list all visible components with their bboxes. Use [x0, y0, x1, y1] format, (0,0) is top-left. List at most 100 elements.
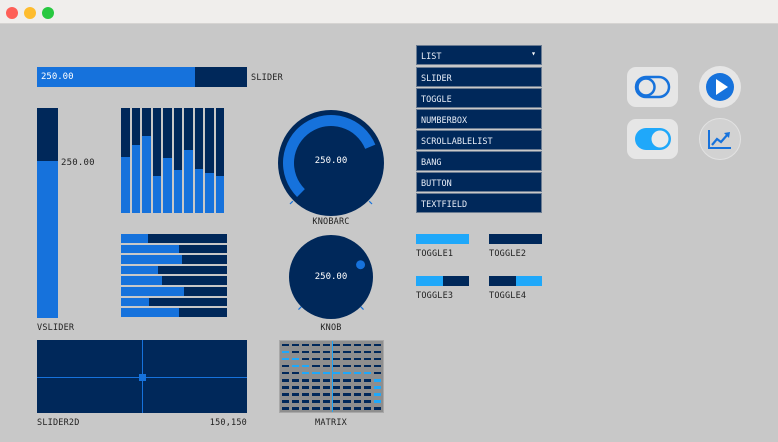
matrix-cell[interactable]: [343, 364, 351, 368]
matrix-cell[interactable]: [312, 364, 320, 368]
minimize-button[interactable]: [24, 7, 36, 19]
list-item[interactable]: SCROLLABLELIST: [416, 130, 542, 150]
matrix-cell[interactable]: [374, 343, 382, 346]
matrix-cell[interactable]: [363, 364, 372, 368]
matrix-cell[interactable]: [291, 343, 300, 346]
matrix-cell[interactable]: [291, 364, 300, 368]
multi-slider-row[interactable]: [121, 287, 227, 296]
play-button[interactable]: [699, 66, 741, 108]
matrix-cell[interactable]: [374, 350, 382, 354]
toggle-2[interactable]: [489, 234, 542, 244]
toggle-1[interactable]: [416, 234, 469, 244]
slider[interactable]: 250.00: [37, 67, 247, 87]
maximize-button[interactable]: [42, 7, 54, 19]
matrix-cell[interactable]: [302, 364, 310, 368]
toggle-3[interactable]: [416, 276, 469, 286]
matrix-cell[interactable]: [302, 386, 310, 389]
matrix-cell[interactable]: [353, 407, 361, 410]
list-item[interactable]: NUMBERBOX: [416, 109, 542, 129]
matrix-cell[interactable]: [291, 379, 300, 382]
matrix-cell[interactable]: [322, 393, 330, 396]
matrix-cell[interactable]: [312, 393, 320, 396]
matrix-cell[interactable]: [353, 350, 361, 354]
multi-slider-row[interactable]: [121, 308, 227, 317]
matrix-cell[interactable]: [333, 343, 341, 346]
matrix-cell[interactable]: [312, 371, 320, 375]
multi-slider-bar[interactable]: [121, 108, 130, 213]
matrix-cell[interactable]: [374, 364, 382, 368]
matrix-cell[interactable]: [291, 357, 300, 361]
matrix-cell[interactable]: [353, 393, 361, 396]
matrix-cell[interactable]: [363, 379, 372, 382]
multi-slider-bar[interactable]: [184, 108, 193, 213]
matrix-cell[interactable]: [322, 407, 330, 410]
matrix-cell[interactable]: [343, 386, 351, 389]
matrix-cell[interactable]: [374, 357, 382, 361]
matrix-cell[interactable]: [333, 364, 341, 368]
close-button[interactable]: [6, 7, 18, 19]
toggle-off-button[interactable]: [627, 67, 678, 107]
list-item[interactable]: BANG: [416, 151, 542, 171]
matrix-cell[interactable]: [374, 400, 382, 403]
matrix-cell[interactable]: [281, 343, 289, 346]
list-item[interactable]: BUTTON: [416, 172, 542, 192]
knobarc[interactable]: [272, 104, 390, 222]
slider2d[interactable]: [37, 340, 247, 413]
matrix-cell[interactable]: [343, 379, 351, 382]
matrix-cell[interactable]: [333, 350, 341, 354]
matrix-cell[interactable]: [343, 400, 351, 403]
matrix-cell[interactable]: [302, 357, 310, 361]
knob[interactable]: [284, 230, 378, 324]
multi-slider-bar[interactable]: [215, 108, 224, 213]
list-item[interactable]: SLIDER: [416, 67, 542, 87]
matrix-cell[interactable]: [302, 379, 310, 382]
multi-slider-bar[interactable]: [152, 108, 161, 213]
matrix-cell[interactable]: [353, 364, 361, 368]
multi-slider-row[interactable]: [121, 297, 227, 307]
matrix-cell[interactable]: [374, 386, 382, 389]
matrix-cell[interactable]: [363, 407, 372, 410]
matrix-cell[interactable]: [322, 357, 330, 361]
matrix-cell[interactable]: [343, 371, 351, 375]
matrix-cell[interactable]: [363, 343, 372, 346]
matrix-cell[interactable]: [363, 350, 372, 354]
matrix-cell[interactable]: [333, 400, 341, 403]
matrix-cell[interactable]: [281, 350, 289, 354]
matrix-cell[interactable]: [281, 379, 289, 382]
multi-slider-row[interactable]: [121, 276, 227, 285]
vslider[interactable]: [37, 108, 58, 318]
matrix-cell[interactable]: [363, 357, 372, 361]
matrix-cell[interactable]: [302, 350, 310, 354]
matrix-cell[interactable]: [333, 386, 341, 389]
matrix-cell[interactable]: [374, 407, 382, 410]
list-item[interactable]: TOGGLE: [416, 88, 542, 108]
matrix-cell[interactable]: [291, 400, 300, 403]
matrix-cell[interactable]: [322, 371, 330, 375]
matrix-cell[interactable]: [322, 400, 330, 403]
matrix-cell[interactable]: [333, 393, 341, 396]
matrix-cell[interactable]: [363, 386, 372, 389]
matrix-cell[interactable]: [353, 343, 361, 346]
matrix-cell[interactable]: [353, 400, 361, 403]
matrix-cell[interactable]: [374, 379, 382, 382]
multi-slider-bar[interactable]: [163, 108, 172, 213]
matrix-cell[interactable]: [312, 379, 320, 382]
matrix-cell[interactable]: [281, 386, 289, 389]
matrix-cell[interactable]: [322, 364, 330, 368]
matrix-cell[interactable]: [312, 407, 320, 410]
matrix-cell[interactable]: [343, 350, 351, 354]
toggle-4[interactable]: [489, 276, 542, 286]
matrix-cell[interactable]: [312, 357, 320, 361]
matrix-cell[interactable]: [302, 400, 310, 403]
matrix-cell[interactable]: [291, 371, 300, 375]
matrix-cell[interactable]: [281, 393, 289, 396]
matrix-cell[interactable]: [363, 393, 372, 396]
list-item[interactable]: TEXTFIELD: [416, 193, 542, 213]
matrix-cell[interactable]: [374, 393, 382, 396]
matrix-cell[interactable]: [291, 386, 300, 389]
matrix-cell[interactable]: [322, 379, 330, 382]
matrix-cell[interactable]: [281, 371, 289, 375]
multi-slider-row[interactable]: [121, 244, 227, 254]
matrix-cell[interactable]: [353, 357, 361, 361]
multi-slider-bar[interactable]: [131, 108, 140, 213]
